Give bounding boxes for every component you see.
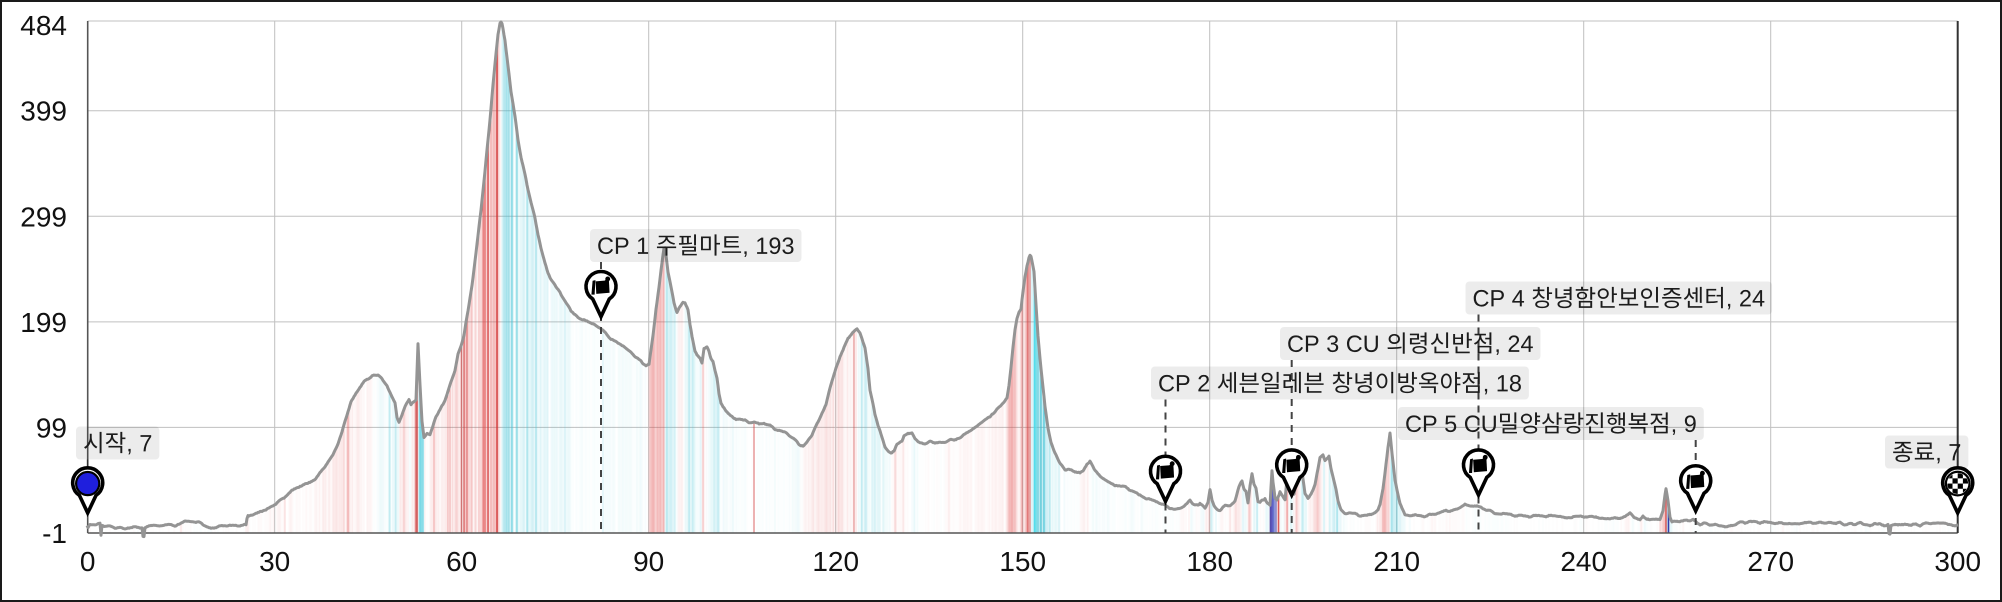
svg-text:90: 90 <box>633 546 664 577</box>
svg-text:150: 150 <box>999 546 1046 577</box>
svg-text:399: 399 <box>20 96 67 127</box>
svg-text:-1: -1 <box>42 518 67 549</box>
svg-text:99: 99 <box>36 412 67 443</box>
svg-text:199: 199 <box>20 307 67 338</box>
svg-text:299: 299 <box>20 201 67 232</box>
svg-text:120: 120 <box>812 546 859 577</box>
svg-text:270: 270 <box>1747 546 1794 577</box>
svg-text:30: 30 <box>259 546 290 577</box>
svg-text:0: 0 <box>80 546 96 577</box>
svg-text:210: 210 <box>1373 546 1420 577</box>
svg-text:60: 60 <box>446 546 477 577</box>
svg-text:300: 300 <box>1934 546 1981 577</box>
svg-text:180: 180 <box>1186 546 1233 577</box>
svg-text:240: 240 <box>1560 546 1607 577</box>
svg-text:484: 484 <box>20 10 67 41</box>
